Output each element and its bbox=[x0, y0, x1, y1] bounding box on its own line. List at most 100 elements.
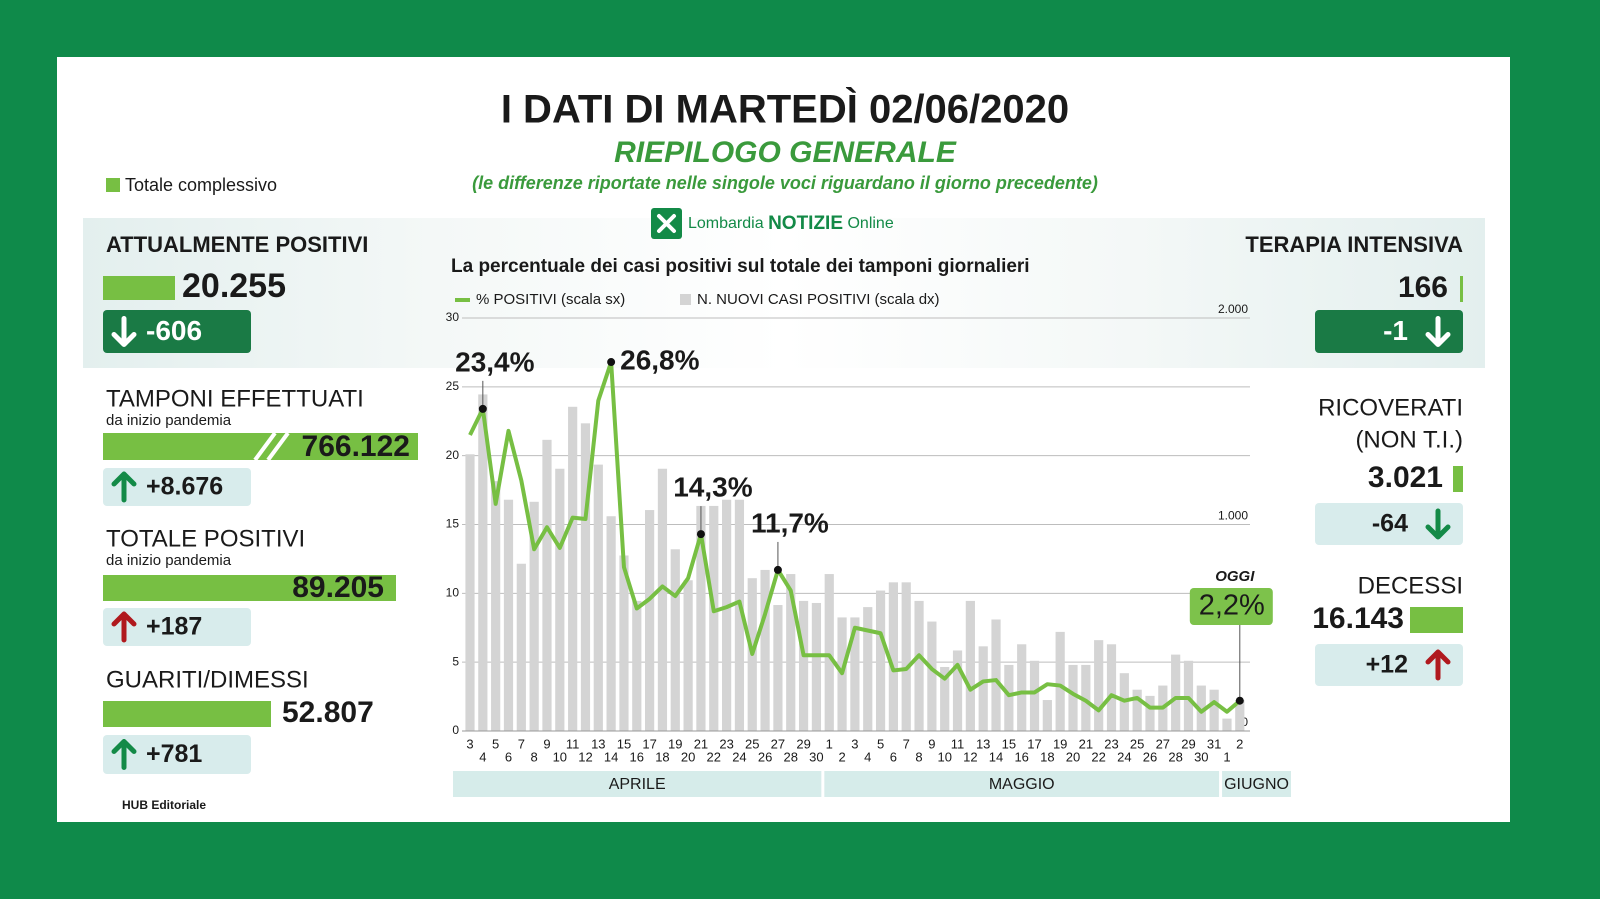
bar bbox=[965, 600, 975, 731]
bar bbox=[1196, 685, 1206, 731]
x-tick-label: 24 bbox=[1117, 749, 1131, 764]
bar bbox=[555, 468, 565, 731]
x-tick-label: 3 bbox=[851, 736, 858, 751]
bar bbox=[773, 605, 783, 731]
bar bbox=[657, 468, 668, 731]
x-tick-label: 25 bbox=[745, 736, 759, 751]
arrow bbox=[111, 611, 137, 643]
bar bbox=[1004, 664, 1014, 731]
x-tick-label: 9 bbox=[928, 736, 935, 751]
x-tick-label: 17 bbox=[642, 736, 656, 751]
bar bbox=[465, 454, 475, 731]
point bbox=[1235, 696, 1244, 705]
x-tick-label: 4 bbox=[479, 749, 486, 764]
x-tick-label: 15 bbox=[1002, 736, 1016, 751]
bar bbox=[593, 464, 603, 731]
x-tick-label: 5 bbox=[492, 736, 499, 751]
stat-bar bbox=[103, 575, 396, 601]
today-label: OGGI bbox=[1215, 568, 1255, 585]
x-tick-label: 1 bbox=[1223, 749, 1230, 764]
stat-delta: +187 bbox=[146, 613, 202, 641]
bar bbox=[875, 590, 886, 731]
bar bbox=[542, 439, 552, 731]
bar bbox=[683, 580, 693, 731]
x-tick-label: 26 bbox=[1143, 749, 1157, 764]
stat-title: ATTUALMENTE POSITIVI bbox=[106, 232, 368, 257]
x-tick-label: 4 bbox=[864, 749, 871, 764]
stat-bar bbox=[1460, 276, 1463, 302]
bar bbox=[1171, 654, 1181, 731]
note: (le differenze riportate nelle singole v… bbox=[472, 173, 1098, 193]
bar bbox=[1222, 718, 1232, 731]
delta-box bbox=[1315, 503, 1463, 545]
bar bbox=[709, 505, 719, 731]
point bbox=[773, 565, 782, 574]
bar bbox=[1068, 664, 1078, 731]
bar bbox=[824, 574, 834, 731]
stat-delta: -64 bbox=[1372, 510, 1408, 538]
stat-title: TAMPONI EFFETTUATI bbox=[106, 385, 364, 412]
x-tick-label: 20 bbox=[1066, 749, 1080, 764]
stat-bar bbox=[103, 276, 175, 300]
arrow bbox=[1425, 508, 1451, 540]
stat-bar bbox=[1453, 466, 1463, 492]
value-label: 26,8% bbox=[620, 344, 699, 375]
brand-icon bbox=[657, 214, 676, 233]
bar bbox=[1106, 644, 1117, 731]
stat-title: RICOVERATI bbox=[1318, 394, 1463, 421]
bar bbox=[888, 582, 898, 731]
stat-title: GUARITI/DIMESSI bbox=[106, 666, 309, 693]
x-tick-label: 12 bbox=[578, 749, 592, 764]
delta-box bbox=[103, 310, 251, 353]
arrow bbox=[111, 316, 137, 347]
bar bbox=[991, 619, 1001, 731]
point bbox=[696, 530, 705, 539]
month-label: MAGGIO bbox=[989, 776, 1055, 793]
bar bbox=[978, 646, 988, 731]
stat-value: 89.205 bbox=[292, 571, 384, 604]
arrow bbox=[1425, 649, 1451, 681]
y-tick-label: 10 bbox=[446, 586, 460, 600]
stat-title: TERAPIA INTENSIVA bbox=[1245, 232, 1463, 257]
bar bbox=[503, 499, 514, 731]
bar bbox=[901, 582, 911, 731]
x-tick-label: 24 bbox=[732, 749, 746, 764]
arrow bbox=[1425, 316, 1451, 347]
chart-title: La percentuale dei casi positivi sul tot… bbox=[451, 256, 1030, 277]
x-tick-label: 19 bbox=[1053, 736, 1067, 751]
bar bbox=[811, 602, 822, 731]
y-tick-label: 25 bbox=[446, 379, 460, 393]
legend-text: Totale complessivo bbox=[125, 175, 277, 195]
x-tick-label: 6 bbox=[505, 749, 512, 764]
bar bbox=[1132, 689, 1142, 731]
stat-title: TOTALE POSITIVI bbox=[106, 525, 305, 552]
x-tick-label: 26 bbox=[758, 749, 772, 764]
stat-value: 166 bbox=[1398, 271, 1448, 304]
y-tick-label: 20 bbox=[446, 448, 460, 462]
delta-box bbox=[1315, 644, 1463, 686]
bar bbox=[1209, 689, 1219, 731]
delta-box bbox=[1315, 310, 1463, 353]
bar bbox=[619, 555, 629, 731]
bar bbox=[914, 600, 924, 731]
bar bbox=[1235, 700, 1245, 731]
x-tick-label: 11 bbox=[566, 736, 580, 751]
bar bbox=[1183, 660, 1194, 731]
stat-value: 766.122 bbox=[302, 430, 410, 463]
month-band bbox=[1222, 771, 1291, 797]
x-tick-label: 20 bbox=[681, 749, 695, 764]
x-tick-label: 10 bbox=[553, 749, 567, 764]
y-tick-label: 15 bbox=[446, 517, 460, 531]
x-tick-label: 9 bbox=[543, 736, 550, 751]
x-tick-label: 7 bbox=[903, 736, 910, 751]
stat-subtitle: da inizio pandemia bbox=[106, 552, 232, 569]
y2-tick-label: 0 bbox=[1241, 715, 1248, 729]
bar bbox=[516, 563, 526, 731]
stat-bar bbox=[1410, 607, 1463, 633]
x-tick-label: 15 bbox=[617, 736, 631, 751]
stat-subtitle: da inizio pandemia bbox=[106, 412, 232, 429]
x-tick-label: 8 bbox=[531, 749, 538, 764]
legend-swatch bbox=[106, 178, 120, 192]
